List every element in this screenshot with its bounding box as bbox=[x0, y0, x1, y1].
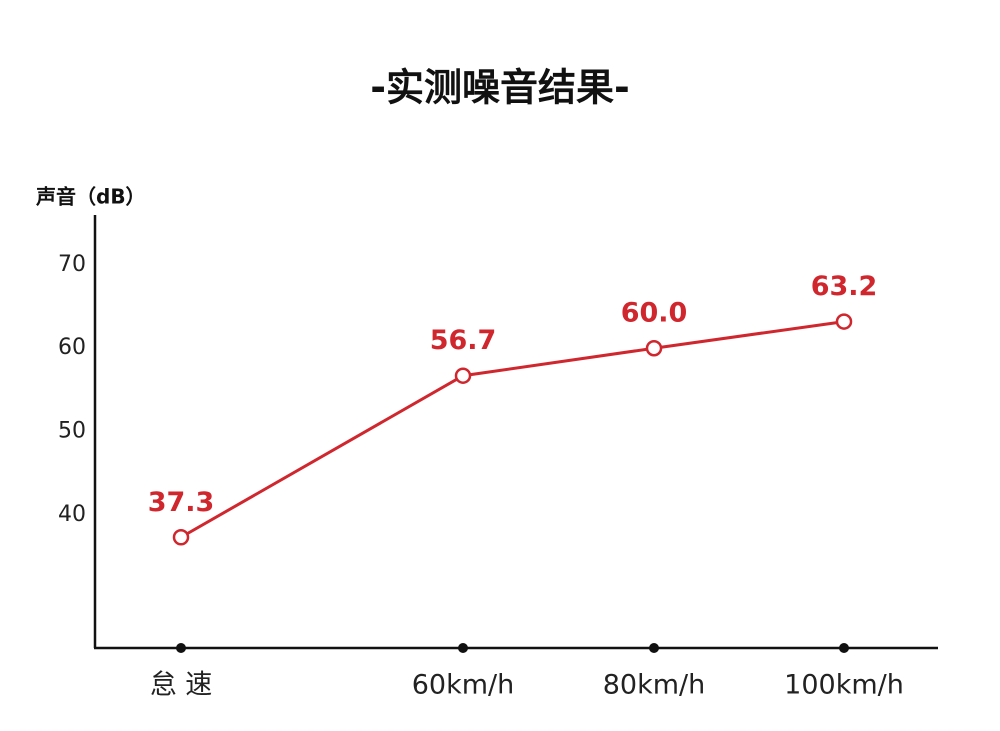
x-tick-label: 80km/h bbox=[603, 670, 706, 701]
y-tick-label: 70 bbox=[58, 252, 86, 277]
point bbox=[454, 367, 472, 384]
x-tick-dot bbox=[176, 643, 186, 653]
y-axis-label: 声音（dB） bbox=[35, 185, 146, 209]
x-tick-dot bbox=[458, 643, 468, 653]
point bbox=[172, 529, 190, 546]
x-tick-label: 100km/h bbox=[784, 670, 904, 701]
y-tick-label: 50 bbox=[58, 419, 86, 444]
x-tick-label: 60km/h bbox=[412, 670, 515, 701]
x-tick-label: 怠 速 bbox=[150, 670, 213, 701]
data-label: 56.7 bbox=[430, 325, 497, 356]
data-label: 60.0 bbox=[621, 298, 688, 329]
data-label: 63.2 bbox=[811, 271, 878, 302]
y-tick-label: 40 bbox=[58, 502, 86, 527]
x-tick-dot bbox=[649, 643, 659, 653]
chart-title: -实测噪音结果- bbox=[370, 66, 630, 110]
line bbox=[180, 320, 845, 539]
point bbox=[645, 339, 663, 357]
data-label: 37.3 bbox=[148, 487, 215, 518]
point bbox=[835, 313, 853, 330]
y-tick-label: 60 bbox=[58, 335, 86, 360]
x-tick-dot bbox=[839, 643, 849, 653]
